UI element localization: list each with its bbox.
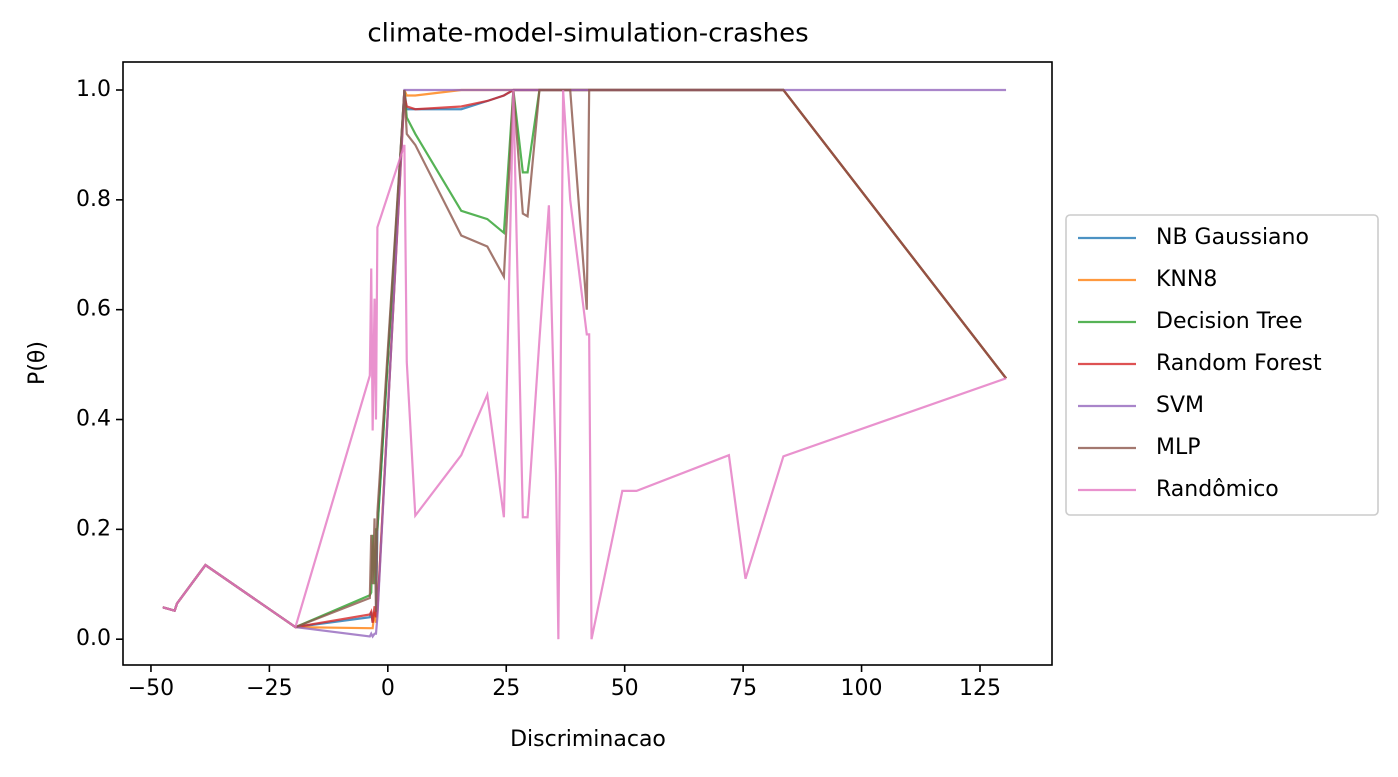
series-line [162,88,1007,639]
x-tick-label: 50 [611,676,639,701]
y-tick-label: 0.4 [76,407,111,432]
legend-label: NB Gaussiano [1156,225,1309,250]
series-line [162,88,1007,629]
legend-label: Decision Tree [1156,309,1303,334]
x-tick-label: 100 [841,676,883,701]
y-tick-label: 0.2 [76,516,111,541]
series-line [162,88,1007,629]
axes-frame [122,61,1053,666]
x-tick-label: 125 [959,676,1001,701]
x-tick-label: −50 [128,676,174,701]
y-tick-label: 0.8 [76,187,111,212]
series-line [162,88,1007,630]
legend-label: SVM [1156,393,1204,418]
plot-area [162,88,1007,640]
legend-label: MLP [1156,435,1201,460]
y-tick-label: 0.0 [76,626,111,651]
legend-label: Random Forest [1156,351,1322,376]
x-tick-label: 0 [381,676,395,701]
y-tick-label: 0.6 [76,297,111,322]
x-tick-label: 75 [729,676,757,701]
series-line [162,88,1007,629]
legend-label: KNN8 [1156,267,1217,292]
legend [1065,214,1379,516]
x-axis-label: Discriminacao [510,727,666,752]
x-tick-label: −25 [246,676,292,701]
chart-title: climate-model-simulation-crashes [367,19,808,49]
y-tick-label: 1.0 [76,77,111,102]
y-axis-label: P(θ) [25,341,50,385]
series-line [162,89,1007,640]
x-tick-label: 25 [492,676,520,701]
series-line [162,88,1007,629]
legend-label: Randômico [1156,477,1279,502]
